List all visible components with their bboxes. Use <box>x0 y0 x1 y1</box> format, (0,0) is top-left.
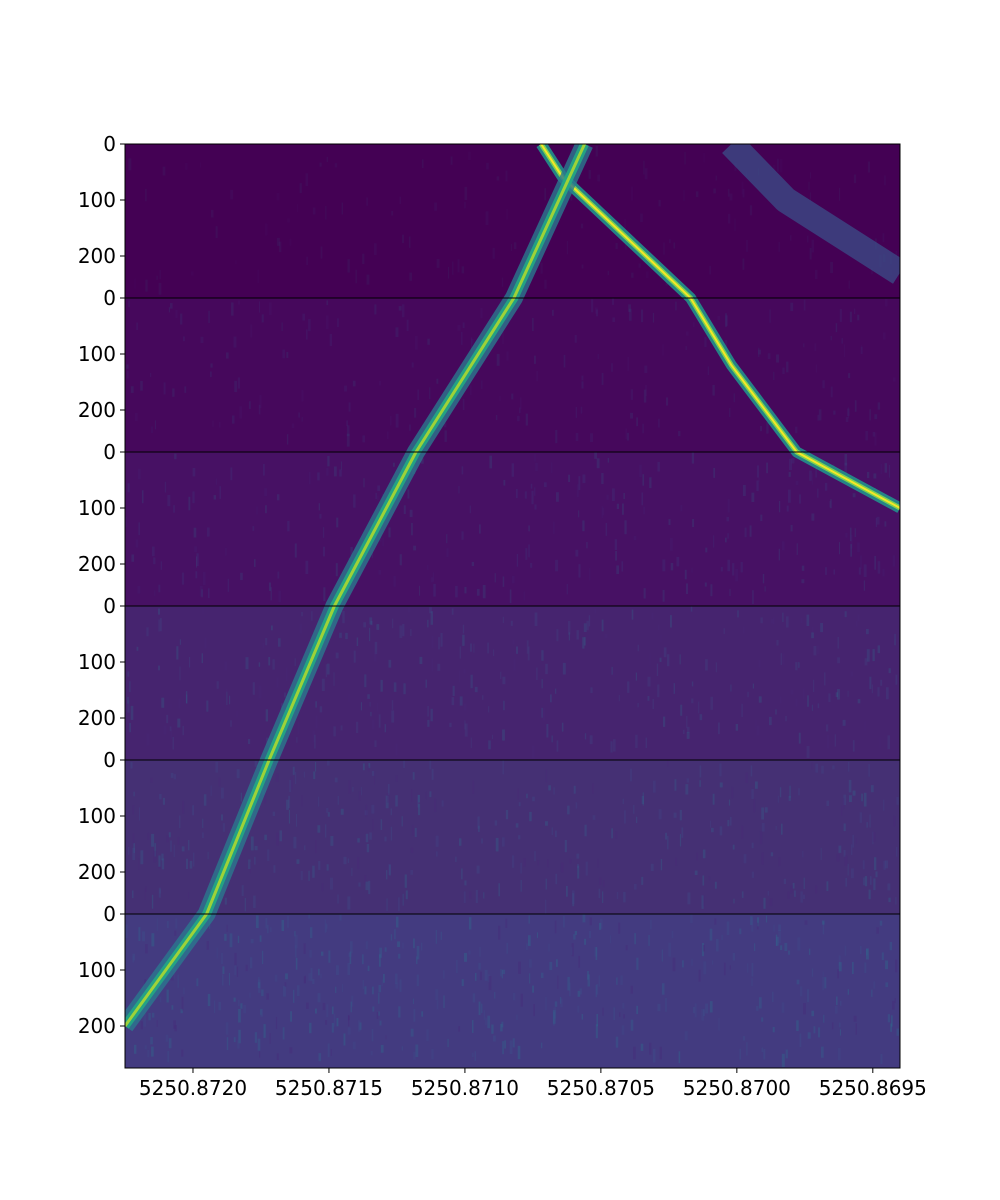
x-tick-label: 5250.8720 <box>139 1076 247 1100</box>
y-tick-label: 200 <box>78 398 116 422</box>
x-tick-label: 5250.8710 <box>411 1076 519 1100</box>
panel-dividers <box>125 297 900 915</box>
y-axis-ticks: 0 100 200 0 100 200 0 100 200 0 100 200 0 100 200 0 100 2… <box>78 132 125 1038</box>
y-tick-label: 200 <box>78 860 116 884</box>
y-tick-label: 0 <box>103 902 116 926</box>
panel-5-noise <box>127 760 899 914</box>
x-tick-label: 5250.8695 <box>819 1076 927 1100</box>
x-tick-label: 5250.8705 <box>547 1076 655 1100</box>
y-tick-label: 0 <box>103 440 116 464</box>
panel-6-noise <box>125 914 900 1068</box>
sharp-descending-line <box>536 144 900 513</box>
y-tick-label: 200 <box>78 706 116 730</box>
faint-diffuse-line-stroke-0 <box>722 144 900 284</box>
panel-4-background <box>125 606 900 760</box>
panel-3-background <box>125 452 900 606</box>
panel-3-noise <box>125 452 896 604</box>
x-axis-ticks: 5250.8720 5250.8715 5250.8710 5250.8705 5250… <box>139 1068 927 1100</box>
y-tick-label: 0 <box>103 748 116 772</box>
y-tick-label: 200 <box>78 1014 116 1038</box>
y-tick-label: 100 <box>78 496 116 520</box>
y-tick-label: 100 <box>78 342 116 366</box>
y-tick-label: 100 <box>78 188 116 212</box>
y-tick-label: 100 <box>78 804 116 828</box>
x-tick-label: 5250.8700 <box>683 1076 791 1100</box>
y-tick-label: 200 <box>78 552 116 576</box>
panel-6-background <box>125 914 900 1068</box>
faint-diffuse-line <box>722 144 900 284</box>
y-tick-label: 0 <box>103 286 116 310</box>
y-tick-label: 100 <box>78 958 116 982</box>
y-tick-label: 100 <box>78 650 116 674</box>
panel-1-background <box>125 144 900 298</box>
panel-2-noise <box>126 298 896 447</box>
sharp-descending-line-stroke-2 <box>540 144 900 509</box>
x-tick-label: 5250.8715 <box>275 1076 383 1100</box>
panel-4-noise <box>127 606 898 759</box>
y-tick-label: 200 <box>78 244 116 268</box>
y-tick-label: 0 <box>103 132 116 156</box>
y-tick-label: 0 <box>103 594 116 618</box>
